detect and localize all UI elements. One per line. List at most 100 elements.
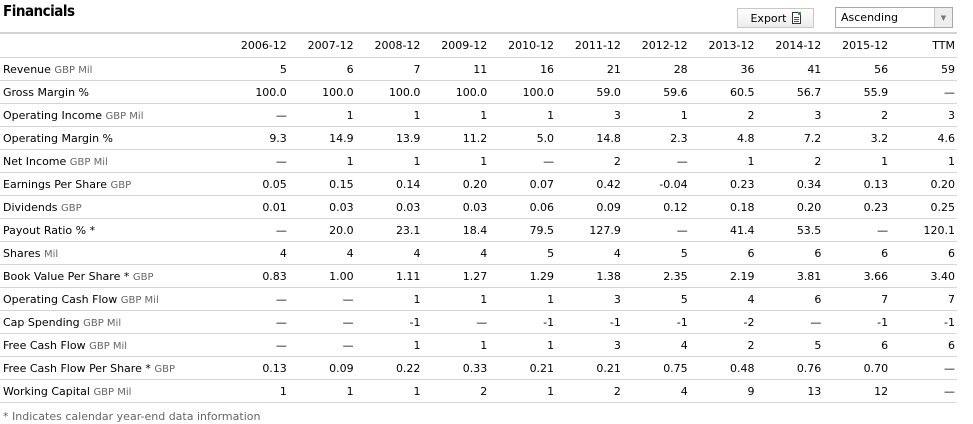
value-cell: 0.05 xyxy=(222,172,289,196)
value-cell: 0.03 xyxy=(422,195,490,219)
value-cell: -1 xyxy=(622,310,690,334)
row-unit: GBP Mil xyxy=(120,294,159,306)
value-cell: 21 xyxy=(556,57,623,81)
value-cell: 1.38 xyxy=(556,264,623,288)
value-cell: 2 xyxy=(689,333,757,357)
value-cell: 14.9 xyxy=(288,126,356,150)
table-row: Dividends GBP 0.01 0.03 0.03 0.03 0.06 0.09 0.1… xyxy=(0,195,957,219)
row-label: Revenue xyxy=(3,62,51,76)
row-unit: GBP xyxy=(61,202,82,214)
export-button[interactable]: Export xyxy=(737,8,814,28)
value-cell: 5 xyxy=(222,57,289,81)
table-row: Operating Margin % 9.3 14.9 13.9 11.2 5.0 14.8… xyxy=(0,126,957,150)
value-cell: 2 xyxy=(422,379,490,403)
value-cell: 1 xyxy=(823,149,891,173)
value-cell: 1.11 xyxy=(355,264,423,288)
column-header: TTM xyxy=(890,32,957,58)
row-label-cell: Operating Income GBP Mil xyxy=(0,103,222,127)
value-cell: 2 xyxy=(823,103,891,127)
value-cell: -0.04 xyxy=(622,172,690,196)
value-cell: 5.0 xyxy=(489,126,557,150)
value-cell: 6 xyxy=(288,57,356,81)
value-cell: 2 xyxy=(556,379,623,403)
value-cell: 1 xyxy=(622,103,690,127)
value-cell: 6 xyxy=(756,241,824,265)
value-cell: 2 xyxy=(556,149,623,173)
column-header: 2008-12 xyxy=(355,32,423,58)
row-unit: GBP xyxy=(154,363,175,375)
value-cell: 7 xyxy=(890,287,957,311)
value-cell: 13 xyxy=(756,379,824,403)
value-cell: 0.34 xyxy=(756,172,824,196)
footnote: * Indicates calendar year-end data infor… xyxy=(3,410,261,423)
value-cell: 9 xyxy=(689,379,757,403)
row-label: Cap Spending xyxy=(3,315,80,329)
row-label-cell: Shares Mil xyxy=(0,241,222,265)
value-cell: 1 xyxy=(355,379,423,403)
value-cell: — xyxy=(890,356,957,380)
value-cell: 120.1 xyxy=(890,218,957,242)
value-cell: -1 xyxy=(556,310,623,334)
value-cell: 56.7 xyxy=(756,80,824,104)
value-cell: 4 xyxy=(355,241,423,265)
value-cell: -2 xyxy=(689,310,757,334)
sort-order-value: Ascending xyxy=(841,11,899,24)
value-cell: — xyxy=(489,149,557,173)
chevron-down-icon[interactable]: ▼ xyxy=(934,8,952,27)
value-cell: 100.0 xyxy=(288,80,356,104)
value-cell: 1 xyxy=(422,103,490,127)
value-cell: — xyxy=(288,287,356,311)
value-cell: — xyxy=(890,80,957,104)
value-cell: 0.83 xyxy=(222,264,289,288)
row-unit: GBP Mil xyxy=(69,156,108,168)
value-cell: 6 xyxy=(689,241,757,265)
value-cell: 11.2 xyxy=(422,126,490,150)
value-cell: 1 xyxy=(890,149,957,173)
value-cell: 1 xyxy=(355,287,423,311)
table-row: Earnings Per Share GBP 0.05 0.15 0.14 0.20 0.… xyxy=(0,172,957,196)
value-cell: — xyxy=(222,218,289,242)
row-label: Free Cash Flow xyxy=(3,338,86,352)
value-cell: 1.27 xyxy=(422,264,490,288)
value-cell: 18.4 xyxy=(422,218,490,242)
page-title: Financials xyxy=(3,2,75,20)
value-cell: 0.20 xyxy=(890,172,957,196)
value-cell: 28 xyxy=(622,57,690,81)
row-unit: GBP xyxy=(132,271,154,283)
value-cell: 53.5 xyxy=(756,218,824,242)
value-cell: 3.66 xyxy=(823,264,891,288)
value-cell: -1 xyxy=(355,310,423,334)
value-cell: 2 xyxy=(756,149,824,173)
value-cell: 0.23 xyxy=(689,172,757,196)
value-cell: 1.29 xyxy=(489,264,557,288)
value-cell: 3 xyxy=(556,287,623,311)
sort-order-select[interactable]: Ascending ▼ xyxy=(835,7,953,28)
value-cell: 59.0 xyxy=(556,80,623,104)
value-cell: 0.70 xyxy=(823,356,891,380)
value-cell: 23.1 xyxy=(355,218,423,242)
value-cell: — xyxy=(422,310,490,334)
value-cell: 2.19 xyxy=(689,264,757,288)
row-label-cell: Free Cash Flow Per Share * GBP xyxy=(0,356,222,380)
value-cell: 1 xyxy=(288,379,356,403)
table-row: Shares Mil 4 4 4 4 5 4 5 6 6 6 6 xyxy=(0,241,957,265)
table-row: Working Capital GBP Mil 1 1 1 2 1 2 4 9 13 12— xyxy=(0,379,957,403)
value-cell: 0.76 xyxy=(756,356,824,380)
value-cell: 0.13 xyxy=(222,356,289,380)
row-label-cell: Gross Margin % xyxy=(0,80,222,104)
value-cell: — xyxy=(622,218,690,242)
column-header: 2006-12 xyxy=(222,32,289,58)
column-header: 2014-12 xyxy=(756,32,824,58)
row-label: Operating Cash Flow xyxy=(3,292,118,306)
value-cell: 59 xyxy=(890,57,957,81)
value-cell: 0.01 xyxy=(222,195,289,219)
value-cell: 1 xyxy=(288,149,356,173)
row-label-cell: Revenue GBP Mil xyxy=(0,57,222,81)
row-unit: GBP Mil xyxy=(105,110,144,122)
row-unit: GBP Mil xyxy=(89,340,128,352)
row-label-cell: Operating Cash Flow GBP Mil xyxy=(0,287,222,311)
value-cell: — xyxy=(890,379,957,403)
value-cell: 4 xyxy=(689,287,757,311)
value-cell: 1 xyxy=(355,149,423,173)
value-cell: 1 xyxy=(489,333,557,357)
